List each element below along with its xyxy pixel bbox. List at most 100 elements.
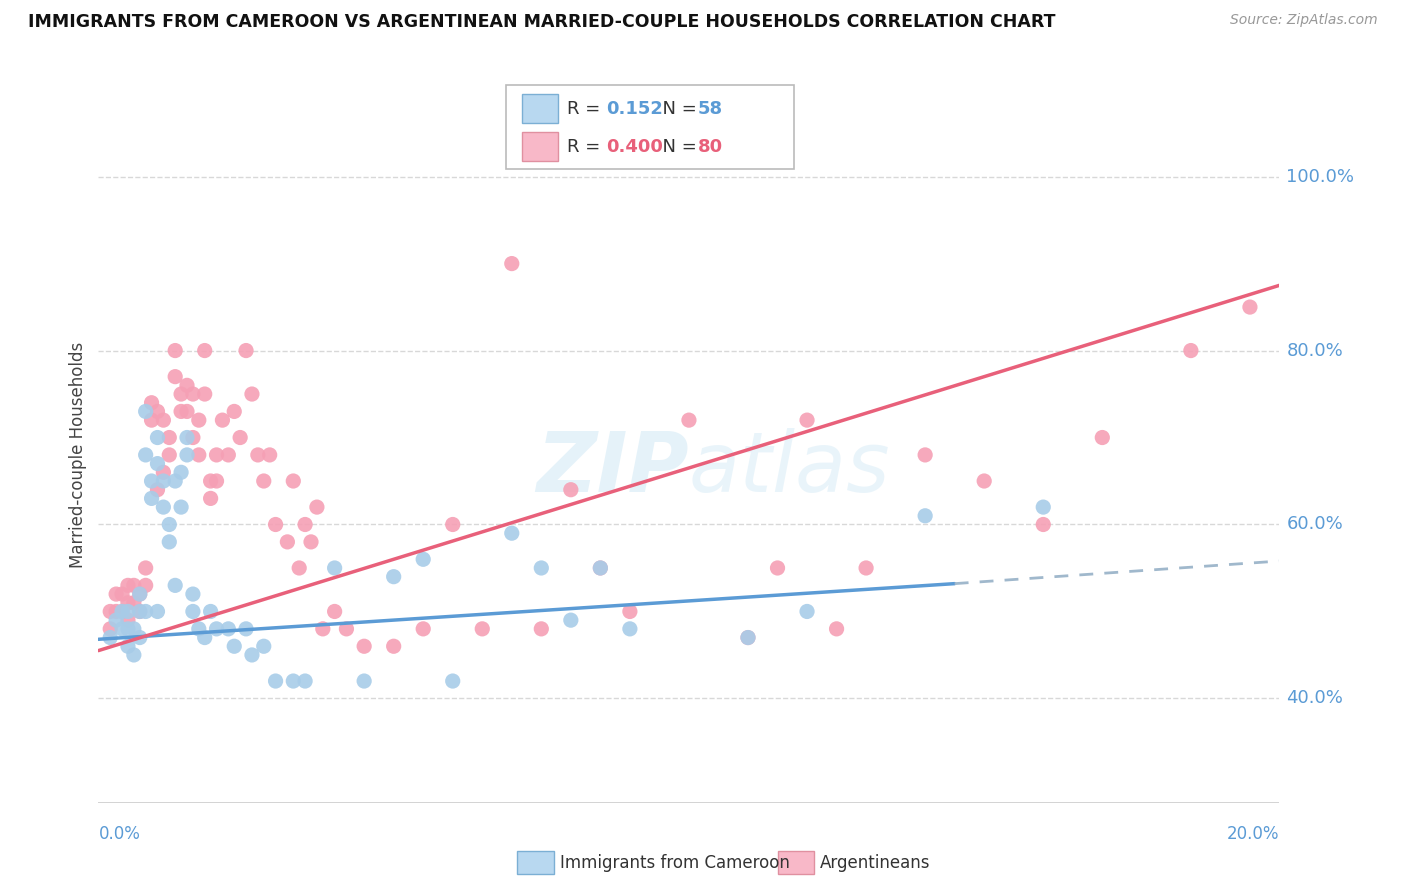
Point <box>288 561 311 575</box>
Point <box>253 639 276 653</box>
Text: N =: N = <box>651 137 703 155</box>
Text: ZIP: ZIP <box>536 428 689 509</box>
Point <box>589 561 612 575</box>
Point <box>117 622 139 636</box>
Point <box>211 413 233 427</box>
Point <box>200 474 222 488</box>
Text: 0.400: 0.400 <box>606 137 662 155</box>
Point <box>117 605 139 619</box>
Point <box>181 605 204 619</box>
Point <box>176 378 198 392</box>
Point <box>323 605 346 619</box>
Point <box>335 622 357 636</box>
Point <box>200 491 222 506</box>
Point <box>157 535 180 549</box>
Point <box>170 500 193 514</box>
Point <box>128 605 150 619</box>
Point <box>141 413 163 427</box>
Point <box>353 674 375 689</box>
Point <box>312 622 335 636</box>
Point <box>224 404 246 418</box>
Point <box>353 639 375 653</box>
Point <box>825 622 848 636</box>
Point <box>157 517 180 532</box>
Point <box>111 622 134 636</box>
Point <box>224 639 246 653</box>
Point <box>170 404 193 418</box>
Point <box>766 561 789 575</box>
Point <box>111 605 134 619</box>
Point <box>796 413 818 427</box>
Point <box>135 578 157 592</box>
Point <box>128 587 150 601</box>
Point <box>135 404 157 418</box>
Point <box>305 500 328 514</box>
Text: N =: N = <box>651 100 703 118</box>
Text: Source: ZipAtlas.com: Source: ZipAtlas.com <box>1230 13 1378 28</box>
Point <box>441 674 464 689</box>
Point <box>98 622 121 636</box>
Text: 80: 80 <box>697 137 723 155</box>
Point <box>157 431 180 445</box>
Point <box>135 448 157 462</box>
Point <box>294 674 316 689</box>
Point <box>117 613 139 627</box>
Point <box>914 448 936 462</box>
Point <box>135 561 157 575</box>
Point <box>283 474 305 488</box>
Point <box>146 605 169 619</box>
Point <box>194 631 217 645</box>
Point <box>323 561 346 575</box>
Point <box>105 613 128 627</box>
Point <box>441 517 464 532</box>
Point <box>235 622 257 636</box>
Text: IMMIGRANTS FROM CAMEROON VS ARGENTINEAN MARRIED-COUPLE HOUSEHOLDS CORRELATION CH: IMMIGRANTS FROM CAMEROON VS ARGENTINEAN … <box>28 13 1056 31</box>
Point <box>165 343 187 358</box>
Point <box>181 431 204 445</box>
Text: R =: R = <box>567 100 606 118</box>
Point <box>117 639 139 653</box>
Point <box>141 474 163 488</box>
Text: R =: R = <box>567 137 606 155</box>
Text: 58: 58 <box>697 100 723 118</box>
Point <box>105 605 128 619</box>
Point <box>152 500 174 514</box>
Point <box>187 622 209 636</box>
Point <box>122 578 145 592</box>
Point <box>678 413 700 427</box>
Point <box>412 552 434 566</box>
Point <box>205 448 228 462</box>
Point <box>382 639 405 653</box>
Point <box>240 648 263 662</box>
Point <box>117 578 139 592</box>
Point <box>111 605 134 619</box>
Point <box>152 466 174 480</box>
Point <box>165 474 187 488</box>
Point <box>205 474 228 488</box>
Point <box>217 448 239 462</box>
Point <box>855 561 877 575</box>
Point <box>146 483 169 497</box>
Point <box>1091 431 1114 445</box>
Point <box>382 570 405 584</box>
Point <box>128 631 150 645</box>
Point <box>122 648 145 662</box>
Point <box>217 622 239 636</box>
Point <box>111 587 134 601</box>
Point <box>165 369 187 384</box>
Point <box>152 474 174 488</box>
Point <box>187 413 209 427</box>
Point <box>200 605 222 619</box>
Point <box>146 457 169 471</box>
Point <box>737 631 759 645</box>
Point <box>796 605 818 619</box>
Text: 80.0%: 80.0% <box>1286 342 1343 359</box>
Point <box>253 474 276 488</box>
Point <box>146 404 169 418</box>
Text: Argentineans: Argentineans <box>820 854 931 871</box>
Point <box>141 396 163 410</box>
Point <box>619 622 641 636</box>
Point <box>141 491 163 506</box>
Point <box>128 605 150 619</box>
Point <box>205 622 228 636</box>
